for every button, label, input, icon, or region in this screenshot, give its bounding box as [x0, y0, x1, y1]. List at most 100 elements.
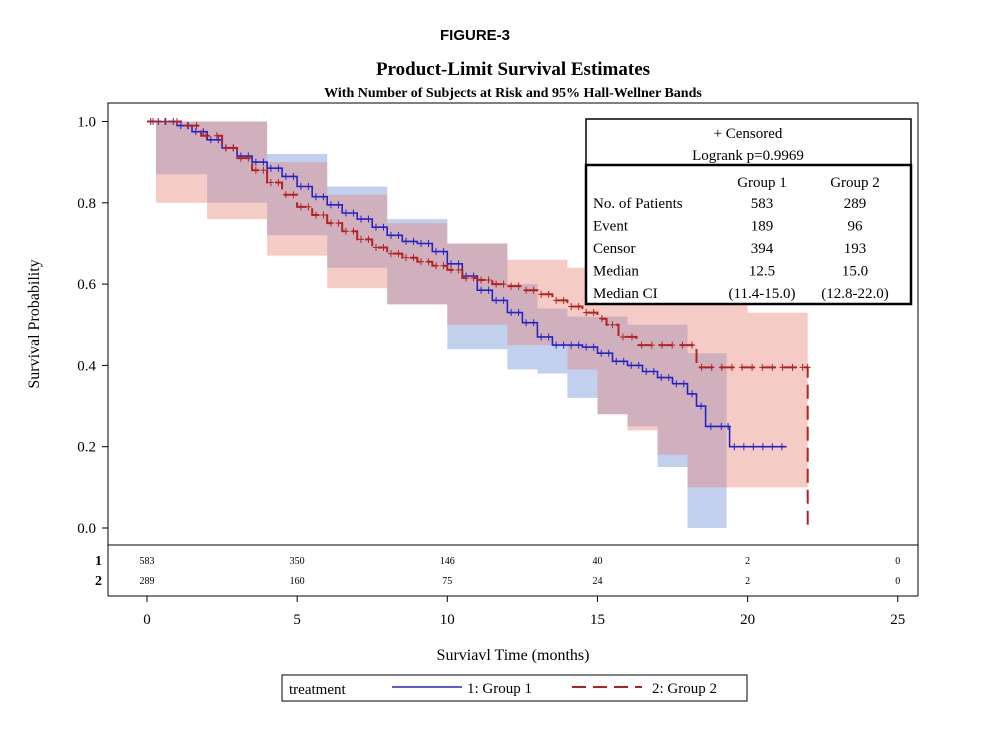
censor-mark	[769, 363, 776, 371]
at-risk-count: 0	[895, 556, 900, 567]
censor-mark	[669, 341, 676, 349]
censor-mark	[708, 363, 715, 371]
inset-row-label: Median CI	[593, 286, 658, 302]
censor-mark	[433, 262, 440, 270]
censor-mark	[297, 203, 304, 211]
censor-mark	[638, 341, 645, 349]
figure-label: FIGURE-3	[440, 27, 510, 44]
x-tick-label: 20	[740, 612, 755, 628]
censor-mark	[357, 215, 364, 223]
censor-mark	[575, 341, 582, 349]
censor-mark	[403, 254, 410, 262]
censor-mark	[305, 203, 312, 211]
at-risk-count: 350	[290, 556, 305, 567]
censor-mark	[769, 443, 776, 451]
censor-mark	[342, 209, 349, 217]
censor-mark	[759, 443, 766, 451]
censor-mark	[448, 266, 455, 274]
censor-mark	[478, 286, 485, 294]
censor-mark	[192, 128, 199, 136]
censor-mark	[267, 178, 274, 186]
censor-mark	[679, 341, 686, 349]
at-risk-count: 24	[592, 576, 602, 587]
censored-label: + Censored	[714, 126, 783, 142]
censor-mark	[282, 172, 289, 180]
censor-mark	[320, 211, 327, 219]
censor-mark	[177, 122, 184, 130]
censor-mark	[410, 254, 417, 262]
censor-mark	[448, 260, 455, 268]
censor-mark	[222, 144, 229, 152]
censor-mark	[260, 158, 267, 166]
at-risk-count: 160	[290, 576, 305, 587]
censor-mark	[628, 333, 635, 341]
censor-mark	[515, 282, 522, 290]
censor-mark	[215, 136, 222, 144]
y-tick-label: 0.0	[77, 521, 96, 537]
censor-mark	[620, 357, 627, 365]
censor-mark	[778, 443, 785, 451]
censor-mark	[455, 260, 462, 268]
censor-mark	[162, 118, 169, 125]
censor-mark	[260, 166, 267, 174]
censor-mark	[698, 363, 705, 371]
at-risk-count: 583	[140, 556, 155, 567]
censor-mark	[252, 166, 259, 174]
legend-box	[281, 674, 748, 702]
censor-mark	[628, 361, 635, 369]
censor-mark	[275, 164, 282, 172]
censor-mark	[689, 341, 696, 349]
censor-mark	[237, 154, 244, 162]
legend-title: treatment	[289, 682, 346, 698]
censor-mark	[395, 231, 402, 239]
censor-mark	[403, 237, 410, 245]
inset-row-label: Censor	[593, 241, 636, 257]
at-risk-table: 1 583 350 146 40 2 0 2 289 160 75 24 2 0	[95, 554, 900, 589]
censor-mark	[350, 209, 357, 217]
censor-mark	[749, 363, 756, 371]
x-tick-label: 25	[890, 612, 905, 628]
censor-mark	[150, 118, 157, 125]
censor-mark	[342, 227, 349, 235]
censor-mark	[455, 266, 462, 274]
survival-curves	[147, 118, 811, 528]
at-risk-count: 0	[895, 576, 900, 587]
censor-mark	[523, 286, 530, 294]
censor-mark	[493, 296, 500, 304]
plot-frame	[107, 102, 919, 546]
y-tick-label: 1.0	[77, 115, 96, 131]
censor-mark	[619, 333, 626, 341]
censor-mark	[350, 227, 357, 235]
censor-mark	[658, 374, 665, 382]
censor-mark	[568, 302, 575, 310]
censor-mark	[673, 380, 680, 388]
censor-mark	[500, 280, 507, 288]
censor-mark	[779, 363, 786, 371]
censor-mark	[523, 319, 530, 327]
censor-mark	[207, 136, 214, 144]
censor-mark	[739, 363, 746, 371]
censor-mark	[290, 191, 297, 199]
x-axis-label: Surviavl Time (months)	[437, 647, 590, 664]
censor-mark	[725, 422, 732, 430]
censor-mark	[698, 402, 705, 410]
legend: treatment 1: Group 1 2: Group 2	[281, 674, 748, 702]
inset-value-group-1: (11.4-15.0)	[729, 286, 796, 302]
censor-mark	[665, 374, 672, 382]
censor-mark	[312, 211, 319, 219]
inset-header-box	[585, 118, 912, 166]
censor-mark	[583, 343, 590, 351]
censor-mark	[290, 172, 297, 180]
censor-mark	[560, 296, 567, 304]
censor-mark	[609, 321, 616, 329]
band-group-1	[156, 121, 727, 528]
censor-mark	[327, 201, 334, 209]
censor-mark	[372, 223, 379, 231]
censor-mark	[568, 341, 575, 349]
censor-mark	[440, 248, 447, 256]
x-tick-label: 0	[143, 612, 151, 628]
censor-mark	[508, 309, 515, 317]
censor-mark	[174, 118, 181, 125]
censor-mark	[799, 363, 806, 371]
